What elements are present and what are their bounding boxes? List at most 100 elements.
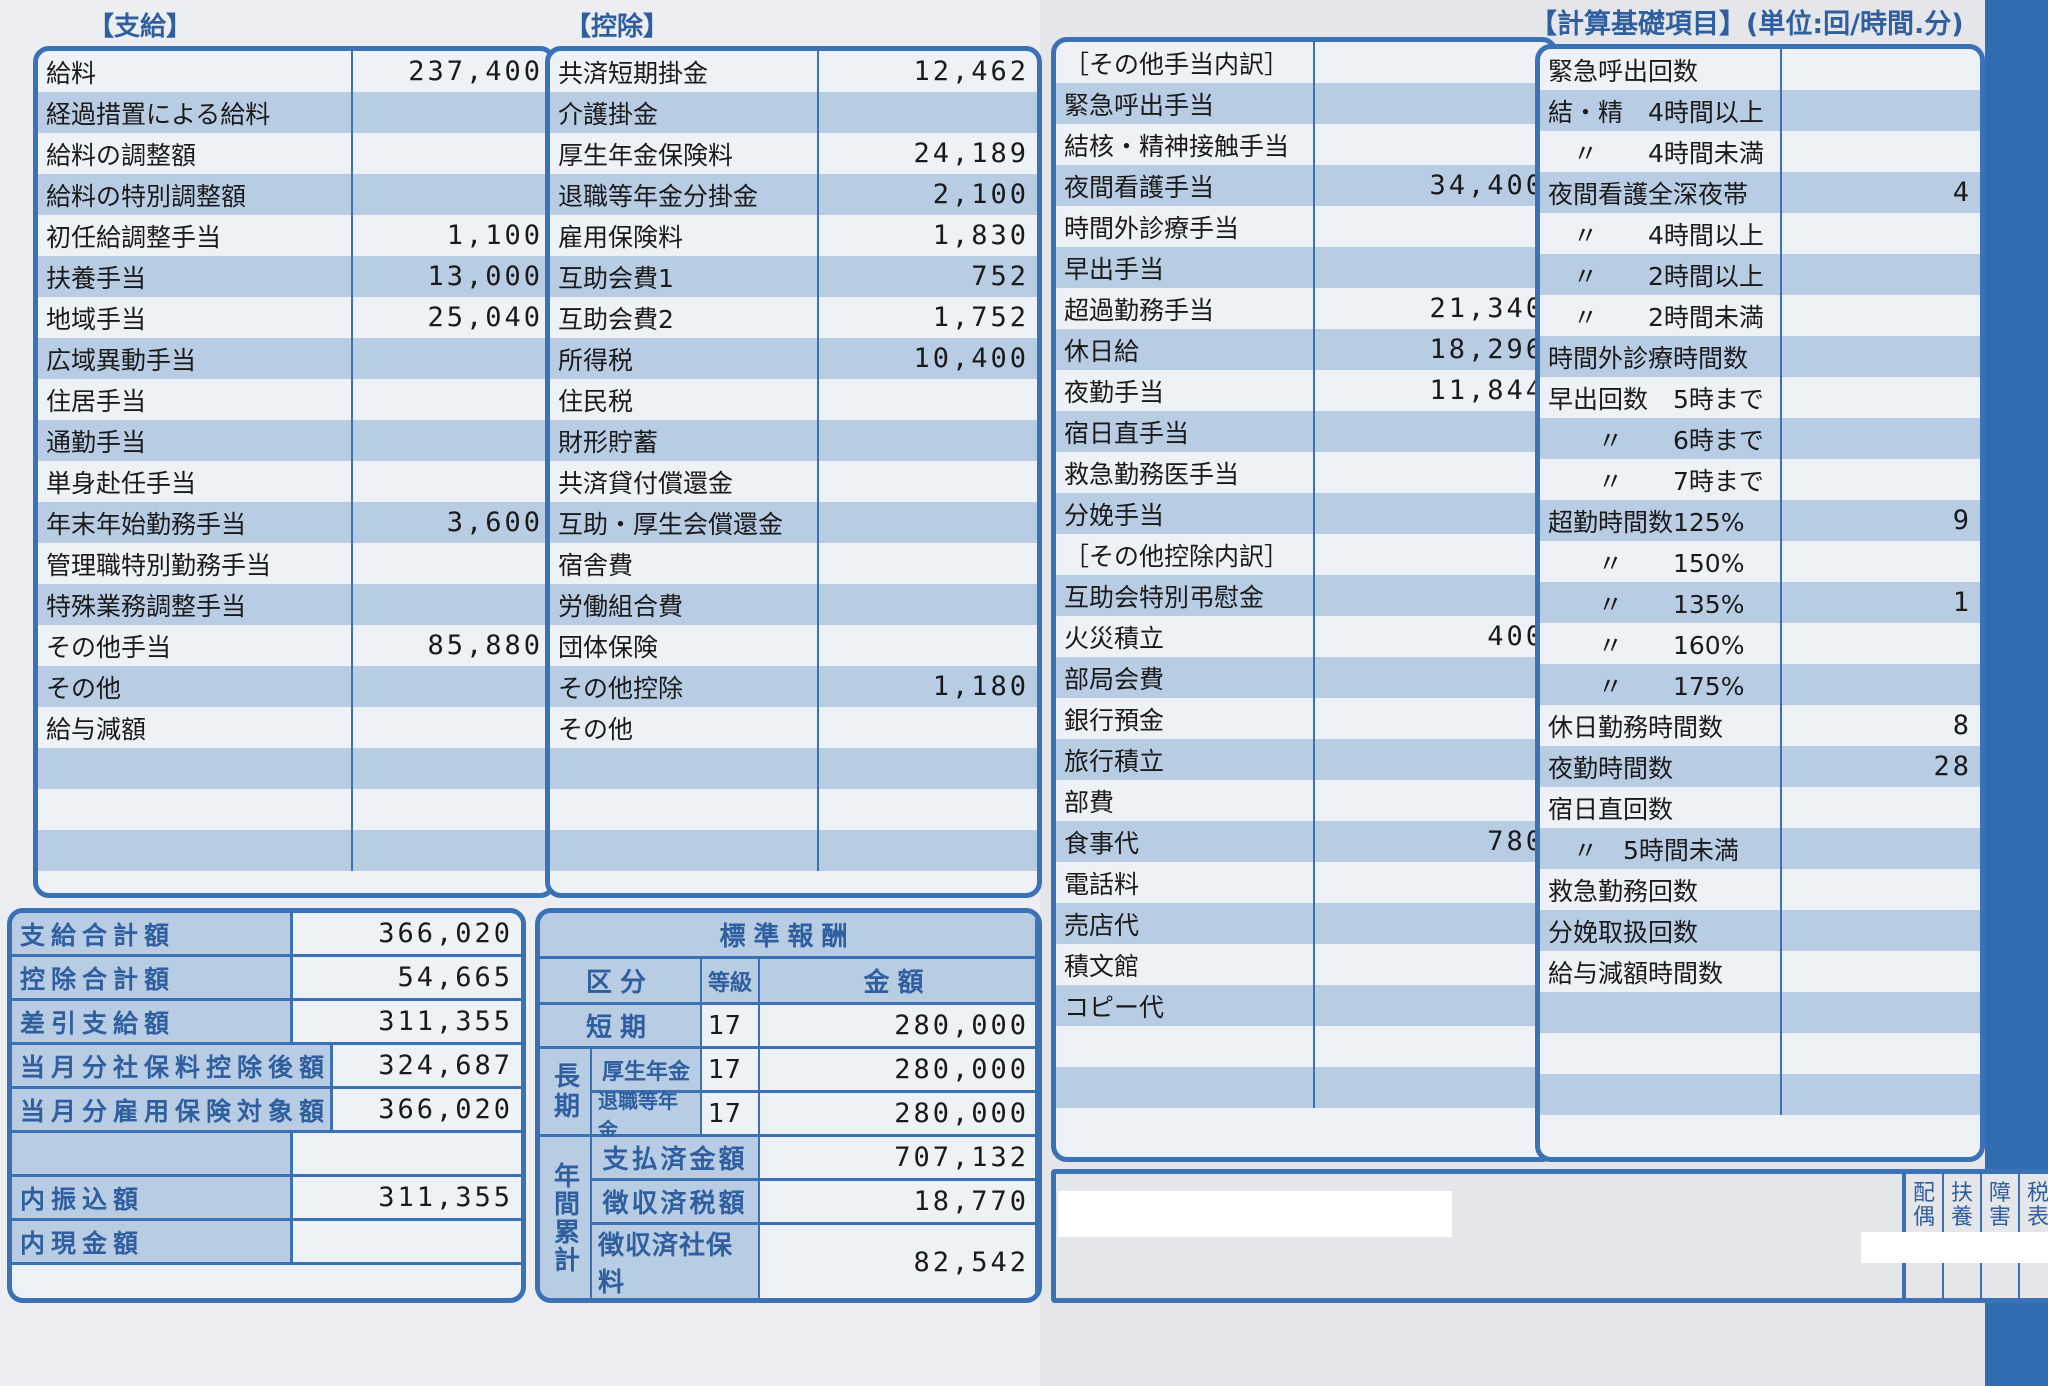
other-label: 部費 (1056, 780, 1315, 821)
other-row: 部局会費 (1056, 657, 1553, 698)
totals-value: 54,665 (397, 962, 513, 993)
basis-label: 〃 135% (1540, 582, 1782, 623)
payment-label: 地域手当 (38, 297, 353, 338)
redacted-field (1861, 1232, 2048, 1263)
tax-amount: 18,770 (760, 1181, 1037, 1225)
basis-row: 宿日直回数 (1540, 787, 1980, 828)
deduction-row: その他控除 1,180 (550, 666, 1037, 707)
basis-value: 8 (1952, 710, 1972, 741)
deduction-row (550, 789, 1037, 830)
long-term-label: 長期 (540, 1049, 592, 1137)
basis-value: 4 (1952, 177, 1972, 208)
tax-label: 徴収済税額 (592, 1181, 760, 1225)
totals-label: 内振込額 (12, 1177, 293, 1218)
other-row: 早出手当 (1056, 247, 1553, 288)
pension-label: 厚生年金 (592, 1049, 702, 1093)
other-label: 積文館 (1056, 944, 1315, 985)
other-row: コピー代 (1056, 985, 1553, 1026)
other-label: 超過勤務手当 (1056, 288, 1315, 329)
other-value: 21,340 (1429, 293, 1545, 324)
basis-row: 結・精 4時間以上 (1540, 90, 1980, 131)
other-row: 部費 (1056, 780, 1553, 821)
basis-label: 時間外診療時間数 (1540, 336, 1782, 377)
basis-label: 〃 6時まで (1540, 418, 1782, 459)
pension-amount: 280,000 (760, 1049, 1037, 1093)
basis-row: 〃 4時間以上 (1540, 213, 1980, 254)
deduction-row: 共済貸付償還金 (550, 461, 1037, 502)
deduction-row: 労働組合費 (550, 584, 1037, 625)
deduction-row: 雇用保険料 1,830 (550, 215, 1037, 256)
deduction-label: 所得税 (550, 338, 819, 379)
basis-row: 〃 150% (1540, 541, 1980, 582)
short-term-amount: 280,000 (760, 1005, 1037, 1049)
payment-label: 扶養手当 (38, 256, 353, 297)
basis-label: 結・精 4時間以上 (1540, 90, 1782, 131)
payment-label (38, 748, 353, 789)
totals-label: 控除合計額 (12, 957, 293, 998)
payment-label: 管理職特別勤務手当 (38, 543, 353, 584)
basis-row: 〃 2時間未満 (1540, 295, 1980, 336)
other-row: 夜間看護手当 34,400 (1056, 165, 1553, 206)
deduction-value: 1,180 (932, 671, 1029, 702)
other-row: 超過勤務手当 21,340 (1056, 288, 1553, 329)
other-row: 夜勤手当 11,844 (1056, 370, 1553, 411)
payment-label: 住居手当 (38, 379, 353, 420)
payment-row: 地域手当 25,040 (38, 297, 551, 338)
basis-label: 〃 2時間未満 (1540, 295, 1782, 336)
basis-row: 〃 175% (1540, 664, 1980, 705)
payment-label: 年末年始勤務手当 (38, 502, 353, 543)
payment-row: 給料の特別調整額 (38, 174, 551, 215)
totals-row: 控除合計額 54,665 (12, 957, 521, 1001)
other-label: 売店代 (1056, 903, 1315, 944)
deduction-label: 互助会費1 (550, 256, 819, 297)
basis-value: 28 (1933, 751, 1972, 782)
deduction-row: 互助会費2 1,752 (550, 297, 1037, 338)
payment-value: 13,000 (427, 261, 543, 292)
payment-row: 給料 237,400 (38, 51, 551, 92)
deduction-label (550, 830, 819, 871)
payment-label (38, 830, 353, 871)
deduction-row: 厚生年金保険料 24,189 (550, 133, 1037, 174)
payment-value: 85,880 (427, 630, 543, 661)
deduction-row (550, 748, 1037, 789)
other-row: 食事代 780 (1056, 821, 1553, 862)
basis-label: 〃 5時間未満 (1540, 828, 1782, 869)
totals-label (12, 1133, 293, 1174)
other-row: 休日給 18,296 (1056, 329, 1553, 370)
calculation-basis-panel: 緊急呼出回数 結・精 4時間以上 〃 4時間未満 夜間看護全深夜帯 4 〃 4時間以上… (1535, 44, 1985, 1162)
col-grade: 等級 (702, 959, 760, 1005)
other-label: コピー代 (1056, 985, 1315, 1026)
totals-row: 支給合計額 366,020 (12, 913, 521, 957)
payment-row: 経過措置による給料 (38, 92, 551, 133)
col-amount: 金額 (760, 959, 1037, 1005)
other-label: 宿日直手当 (1056, 411, 1315, 452)
payment-panel: 給料 237,400 経過措置による給料 給料の調整額 給料の特別調整額 初任給調整手当 1… (33, 46, 556, 898)
totals-label: 支給合計額 (12, 913, 293, 954)
basis-label: 休日勤務時間数 (1540, 705, 1782, 746)
basis-value: 1 (1952, 587, 1972, 618)
other-label: 夜勤手当 (1056, 370, 1315, 411)
deduction-row: 団体保険 (550, 625, 1037, 666)
payment-row: その他手当 85,880 (38, 625, 551, 666)
other-label: 休日給 (1056, 329, 1315, 370)
other-row (1056, 1026, 1553, 1067)
payment-row (38, 748, 551, 789)
deduction-row: 住民税 (550, 379, 1037, 420)
deduction-label: 雇用保険料 (550, 215, 819, 256)
deduction-row: 互助会費1 752 (550, 256, 1037, 297)
payment-row: 広域異動手当 (38, 338, 551, 379)
basis-row: 〃 2時間以上 (1540, 254, 1980, 295)
payment-label: 初任給調整手当 (38, 215, 353, 256)
deduction-row: 介護掛金 (550, 92, 1037, 133)
deduction-label: 退職等年金分掛金 (550, 174, 819, 215)
basis-value: 9 (1952, 505, 1972, 536)
basis-row: 夜勤時間数 28 (1540, 746, 1980, 787)
deduction-row: 所得税 10,400 (550, 338, 1037, 379)
blue-edge (1985, 0, 2048, 1386)
payment-label: 給料の特別調整額 (38, 174, 353, 215)
deduction-row (550, 830, 1037, 871)
deduction-value: 752 (971, 261, 1029, 292)
totals-value: 311,355 (378, 1182, 513, 1213)
payment-row: 通勤手当 (38, 420, 551, 461)
basis-label: 夜間看護全深夜帯 (1540, 172, 1782, 213)
